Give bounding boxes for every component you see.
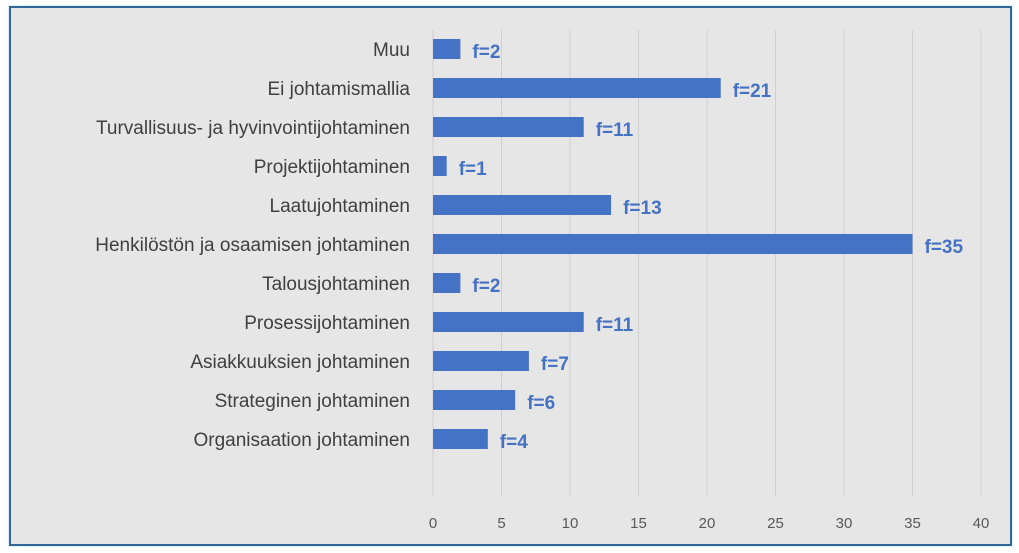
bar [433,312,584,332]
data-label: f=13 [623,198,662,219]
bar [433,195,612,215]
x-tick-label: 40 [973,515,990,532]
x-tick-label: 25 [767,515,784,532]
bar [433,429,488,449]
category-label: Organisaation johtaminen [193,430,410,451]
category-label: Ei johtamismallia [267,79,410,100]
category-label: Asiakkuuksien johtaminen [190,352,410,373]
category-label: Muu [373,40,410,61]
data-label: f=11 [596,315,634,336]
x-tick-label: 15 [630,515,647,532]
bar [433,78,721,98]
category-label: Talousjohtaminen [262,274,410,295]
category-label: Laatujohtaminen [270,196,411,217]
data-label: f=2 [472,276,500,297]
data-label: f=1 [459,159,487,180]
x-tick-label: 0 [429,515,437,532]
category-label: Projektijohtaminen [254,157,410,178]
data-label: f=21 [733,81,772,102]
x-tick-label: 10 [562,515,579,532]
category-label: Strateginen johtaminen [215,391,410,412]
category-label: Henkilöstön ja osaamisen johtaminen [95,235,410,256]
bar [433,390,516,410]
data-label: f=11 [596,120,634,141]
x-tick-label: 30 [836,515,853,532]
x-tick-label: 20 [699,515,716,532]
category-label: Turvallisuus- ja hyvinvointijohtaminen [96,118,410,139]
data-label: f=2 [472,42,500,63]
x-tick-label: 35 [904,515,921,532]
data-label: f=4 [500,432,528,453]
bar [433,234,913,254]
x-tick-label: 5 [497,515,505,532]
bar [433,351,529,371]
bar [433,156,447,176]
data-label: f=7 [541,354,569,375]
bar [433,273,461,293]
bar [433,39,461,59]
data-label: f=6 [527,393,555,414]
data-label: f=35 [925,237,964,258]
category-label: Prosessijohtaminen [244,313,410,334]
bar [433,117,584,137]
